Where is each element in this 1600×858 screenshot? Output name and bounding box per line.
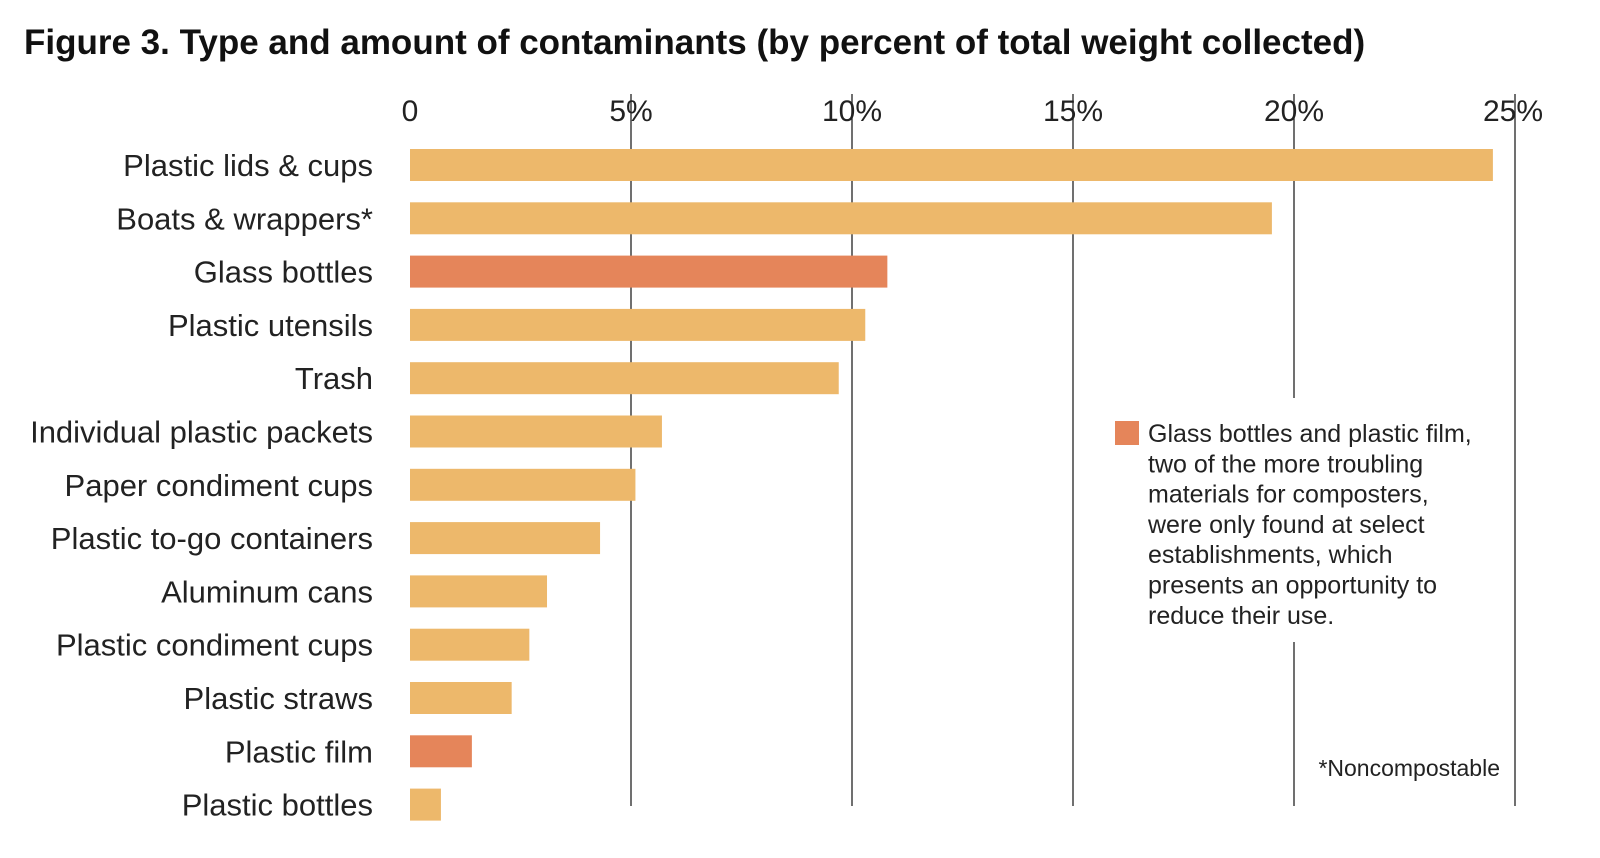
legend-line: presents an opportunity to xyxy=(1148,572,1437,600)
x-tick-label: 25% xyxy=(1483,95,1543,128)
bar-aluminum-cans xyxy=(410,575,548,608)
legend-text: Glass bottles and plastic film, two of th… xyxy=(1147,420,1472,630)
x-axis-ticks: 0 5% 10% 15% 20% 25% xyxy=(402,95,1543,128)
legend-line: reduce their use. xyxy=(1148,602,1334,630)
legend-line: materials for composters, xyxy=(1148,481,1429,509)
x-tick-label: 0 xyxy=(402,95,419,128)
bar-plastic-film xyxy=(410,735,472,768)
bar-paper-condiment-cups xyxy=(410,468,636,501)
chart-title: Figure 3. Type and amount of contaminant… xyxy=(24,23,1365,62)
bar-plastic-utensils xyxy=(410,308,866,341)
legend-swatch xyxy=(1115,421,1139,445)
bar-glass-bottles xyxy=(410,255,888,288)
bar-trash xyxy=(410,362,839,395)
category-label: Trash xyxy=(295,361,373,396)
category-label: Paper condiment cups xyxy=(65,468,373,503)
bars xyxy=(410,149,1493,821)
category-label: Plastic straws xyxy=(184,681,373,716)
category-label: Glass bottles xyxy=(194,255,373,290)
bar-plastic-condiment-cups xyxy=(410,628,530,661)
bar-plastic-straws xyxy=(410,682,512,714)
bar-plastic-lids-cups xyxy=(410,149,1493,181)
category-label: Plastic utensils xyxy=(168,308,373,343)
category-labels: Plastic lids & cups Boats & wrappers* Glas… xyxy=(30,148,373,823)
legend: Glass bottles and plastic film, two of th… xyxy=(1115,420,1472,630)
x-tick-label: 10% xyxy=(822,95,882,128)
category-label: Individual plastic packets xyxy=(30,415,373,450)
category-label: Plastic to-go containers xyxy=(51,521,373,556)
x-tick-label: 20% xyxy=(1264,95,1324,128)
x-tick-label: 5% xyxy=(609,95,652,128)
bar-boats-wrappers xyxy=(410,202,1272,235)
category-label: Plastic bottles xyxy=(182,788,373,823)
category-label: Plastic lids & cups xyxy=(123,148,373,183)
bar-individual-plastic-packets xyxy=(410,415,662,448)
category-label: Plastic film xyxy=(225,734,373,769)
category-label: Aluminum cans xyxy=(161,574,373,609)
footnote: *Noncompostable xyxy=(1318,755,1500,781)
bar-plastic-bottles xyxy=(410,788,441,821)
bar-plastic-to-go-containers xyxy=(410,522,601,555)
legend-line: were only found at select xyxy=(1147,511,1425,539)
legend-line: Glass bottles and plastic film, xyxy=(1148,420,1472,448)
legend-line: establishments, which xyxy=(1148,541,1393,569)
category-label: Plastic condiment cups xyxy=(56,628,373,663)
category-label: Boats & wrappers* xyxy=(116,201,373,236)
legend-line: two of the more troubling xyxy=(1148,450,1423,478)
x-tick-label: 15% xyxy=(1043,95,1103,128)
